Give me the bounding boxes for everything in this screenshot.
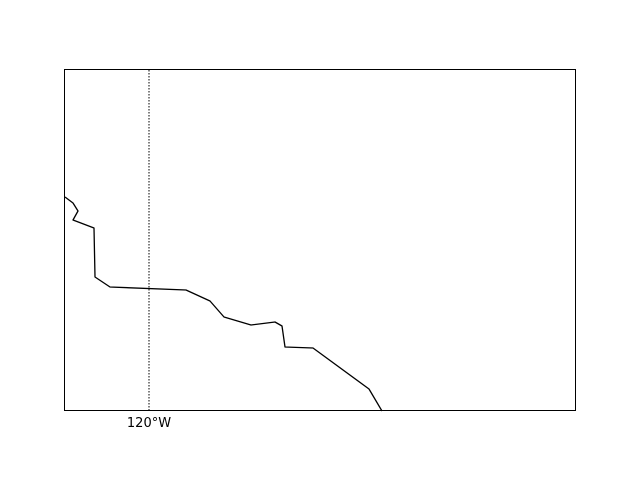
coastline <box>64 196 383 412</box>
map-frame <box>64 69 576 411</box>
map-axes: 120°W <box>64 69 576 431</box>
meridian-label: 120°W <box>127 416 171 431</box>
